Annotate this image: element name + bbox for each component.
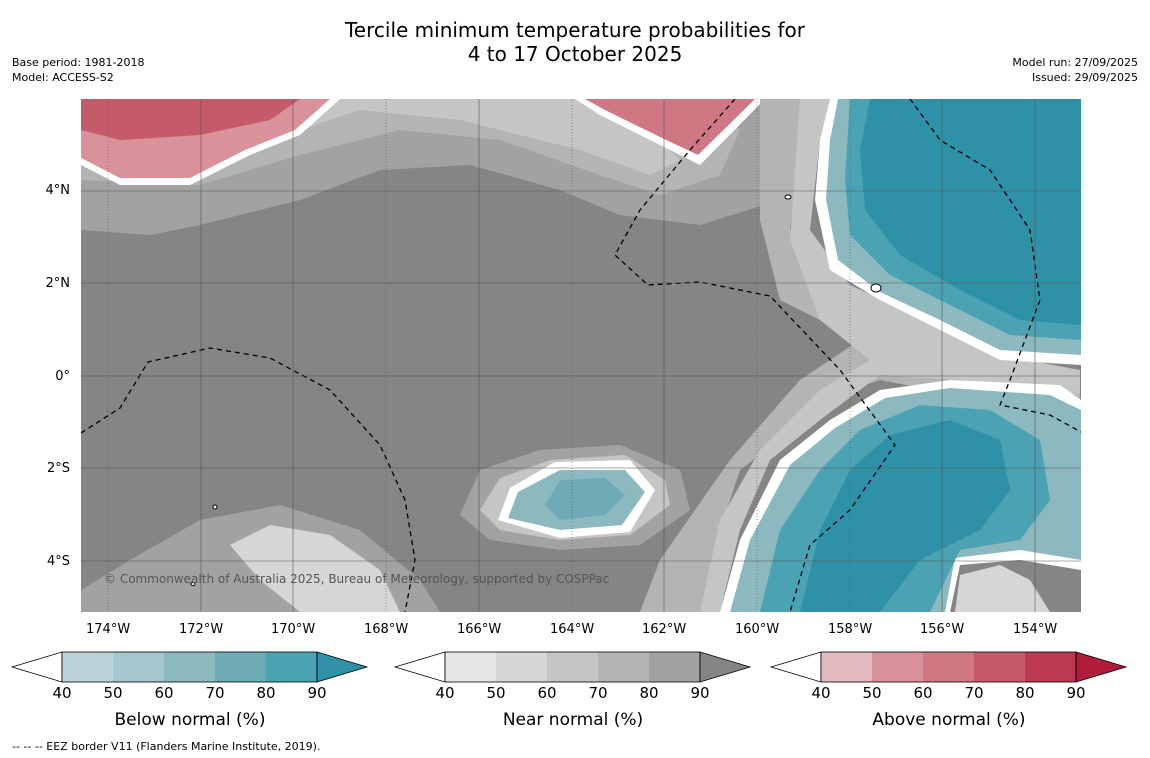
map-layers (81, 99, 1081, 612)
lon-label: 166°W (457, 622, 502, 637)
colorbar-near-normal (393, 651, 752, 683)
colorbar-swatch (547, 652, 598, 682)
colorbar-extend-low (769, 651, 822, 683)
lat-label: 4°N (45, 183, 71, 198)
lon-label: 172°W (179, 622, 224, 637)
lon-label: 158°W (828, 622, 873, 637)
colorbar-swatch (496, 652, 547, 682)
lon-label: 170°W (271, 622, 316, 637)
lon-label: 160°W (735, 622, 780, 637)
island (870, 283, 882, 293)
colorbar-title-below: Below normal (%) (114, 710, 266, 730)
lat-label: 2°N (45, 276, 71, 291)
colorbar-swatch (872, 652, 923, 682)
lon-label: 168°W (364, 622, 409, 637)
island (784, 194, 792, 200)
colorbar-tick: 80 (1015, 684, 1035, 702)
lat-label: 0° (55, 369, 70, 384)
near-normal-patch-se (955, 565, 1050, 612)
lat-label: 4°S (46, 554, 70, 569)
issued-date: Issued: 29/09/2025 (1031, 71, 1138, 84)
colorbar-swatch (1025, 652, 1076, 682)
meta-left: Base period: 1981-2018 Model: ACCESS-S2 (12, 55, 144, 85)
near-normal-band-east (640, 99, 1080, 612)
colorbar-swatch (266, 652, 317, 682)
lon-label: 156°W (920, 622, 965, 637)
colorbar-swatch (821, 652, 872, 682)
lat-label: 2°S (46, 461, 70, 476)
colorbar-extend-high (1076, 652, 1126, 682)
colorbar-tick: 90 (690, 684, 710, 702)
below-normal-region-ne-core (860, 99, 1081, 325)
colorbar-swatch (113, 652, 164, 682)
colorbar-extend-high (317, 652, 367, 682)
base-period: Base period: 1981-2018 (12, 56, 145, 69)
model-run: Model run: 27/09/2025 (1012, 56, 1138, 69)
colorbar-tick: 70 (205, 684, 225, 702)
colorbar-swatch (974, 652, 1025, 682)
colorbar-swatch (598, 652, 649, 682)
colorbar-extend-low (10, 651, 63, 683)
colorbar-tick: 80 (256, 684, 276, 702)
colorbar-extend-high-frame (316, 651, 369, 683)
near-normal-band-east-2 (700, 99, 1080, 612)
colorbar-tick: 70 (964, 684, 984, 702)
above-normal-region-nw-core (81, 99, 300, 140)
meta-right: Model run: 27/09/2025 Issued: 29/09/2025 (1012, 55, 1138, 85)
colorbar-tick: 50 (862, 684, 882, 702)
colorbar-title-near: Near normal (%) (502, 710, 644, 730)
colorbar-tick: 60 (913, 684, 933, 702)
colorbar-swatch (649, 652, 700, 682)
lon-label: 164°W (550, 622, 595, 637)
eez-line-west (81, 347, 416, 612)
colorbar-swatch (62, 652, 113, 682)
colorbar-tick: 40 (811, 684, 831, 702)
island (212, 504, 218, 510)
colorbar-tick: 70 (588, 684, 608, 702)
colorbar-extend-high (700, 652, 750, 682)
colorbar-tick: 90 (307, 684, 327, 702)
below-normal-region-center-core (545, 478, 625, 520)
colorbar-swatch (164, 652, 215, 682)
colorbar-title-above: Above normal (%) (872, 710, 1026, 730)
colorbar-extend-high-frame (1075, 651, 1128, 683)
colorbar-tick: 40 (435, 684, 455, 702)
colorbar-tick: 80 (639, 684, 659, 702)
graticule (81, 99, 1081, 612)
above-normal-region-n-fill (585, 99, 755, 155)
lon-label: 174°W (86, 622, 131, 637)
colorbar-tick: 40 (52, 684, 72, 702)
colorbar-extend-low (393, 651, 446, 683)
colorbar-swatch (215, 652, 266, 682)
near-normal-patch-sw-2 (230, 525, 400, 612)
chart-title: Tercile minimum temperature probabilitie… (250, 18, 900, 66)
colorbar-swatch (445, 652, 496, 682)
copyright-notice: © Commonwealth of Australia 2025, Bureau… (104, 572, 610, 586)
lon-label: 162°W (642, 622, 687, 637)
colorbar-extend-high-frame (699, 651, 752, 683)
eez-footnote: -- -- -- EEZ border V11 (Flanders Marine… (12, 740, 321, 753)
lon-label: 154°W (1013, 622, 1058, 637)
colorbar-tick: 50 (486, 684, 506, 702)
eez-borders (81, 99, 1081, 612)
eez-line-east (909, 99, 1081, 433)
colorbar-below-normal (10, 651, 369, 683)
colorbar-above-normal (769, 651, 1128, 683)
colorbar-tick: 50 (103, 684, 123, 702)
eez-line-center (614, 99, 896, 612)
colorbar-tick: 90 (1066, 684, 1086, 702)
islands (190, 194, 882, 586)
colorbar-swatch (923, 652, 974, 682)
model-name: Model: ACCESS-S2 (12, 71, 114, 84)
colorbar-tick: 60 (537, 684, 557, 702)
island (190, 582, 196, 586)
colorbar-tick: 60 (154, 684, 174, 702)
title-line-1: Tercile minimum temperature probabilitie… (344, 18, 806, 42)
title-line-2: 4 to 17 October 2025 (467, 42, 683, 66)
